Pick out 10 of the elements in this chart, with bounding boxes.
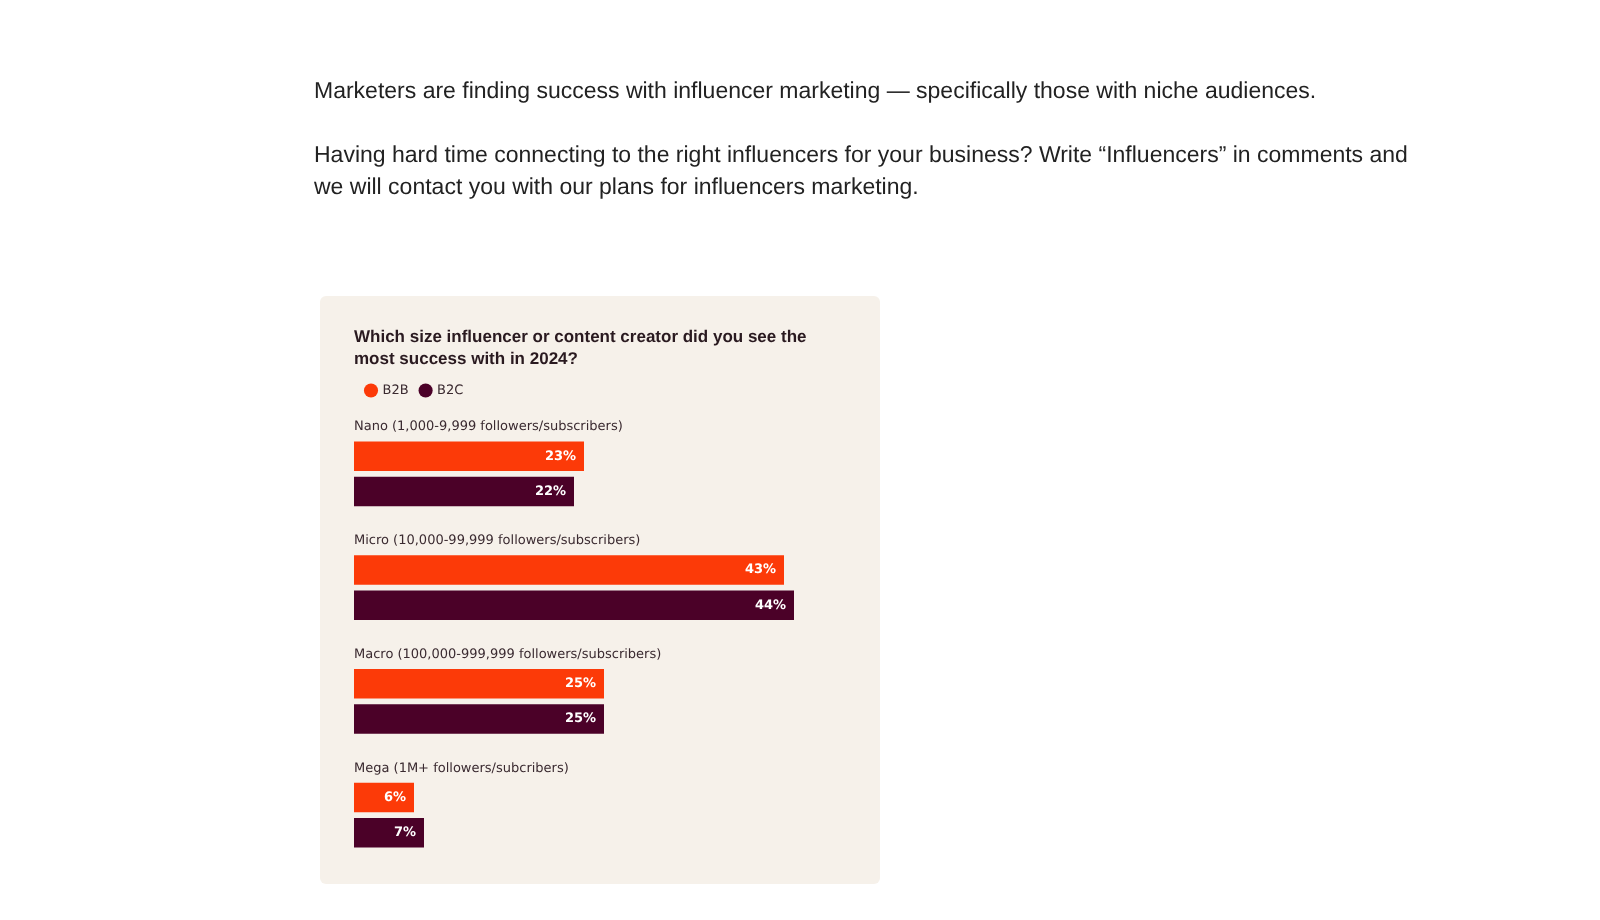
bar — [354, 817, 424, 848]
text: Marketers are finding success with influencer marketing — specifically those with niche audiences. — [314, 78, 1319, 108]
bar — [354, 555, 784, 585]
bar — [354, 441, 584, 472]
chart-title: Which size influencer or content creator did you see the most success with in 2024? — [354, 326, 809, 370]
bar — [354, 590, 794, 621]
bar — [354, 704, 604, 734]
bar — [354, 668, 604, 699]
bar — [354, 476, 574, 507]
text: Having hard time connecting to the right influencers for your business? Write “Influencers” in comments and we will contact you with our plans for influencers marketing. — [314, 142, 1410, 204]
